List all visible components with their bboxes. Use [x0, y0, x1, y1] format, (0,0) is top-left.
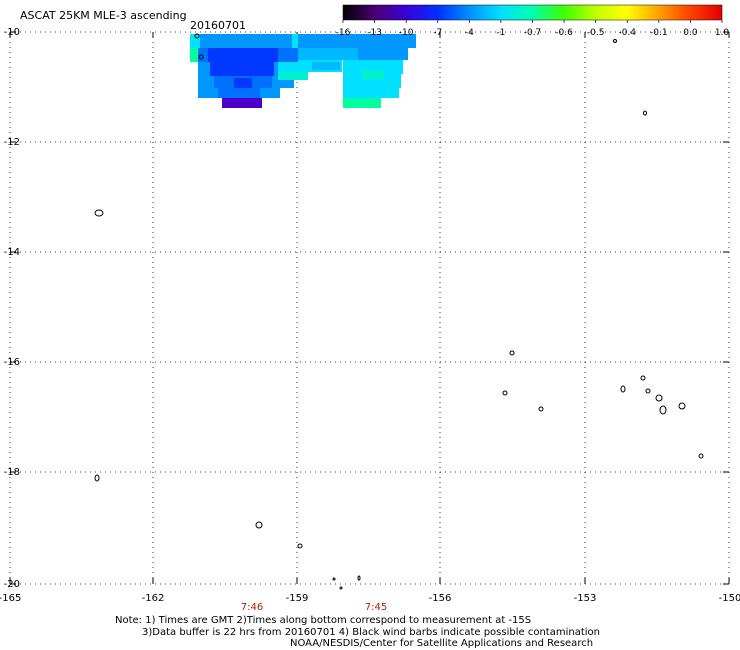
island-outline: [297, 543, 303, 549]
island-outline: [613, 39, 617, 43]
time-label: 7:46: [240, 602, 264, 613]
island-outline: [94, 474, 100, 482]
swath-cell: [234, 78, 252, 88]
product-title: ASCAT 25KM MLE-3 ascending: [20, 9, 187, 22]
island-outline: [255, 521, 263, 529]
swath-cell: [222, 98, 262, 108]
swath-cell: [208, 48, 278, 62]
islands: [94, 33, 704, 590]
colorbar-tick-label: -0.5: [586, 28, 605, 38]
map-grid: [9, 31, 730, 585]
colorbar-gradient: [342, 4, 723, 21]
island-outline: [509, 350, 515, 356]
island-outline: [698, 453, 704, 459]
colorbar-tick-label: -7: [433, 28, 443, 38]
island-outline: [502, 390, 508, 396]
swath-cell: [358, 48, 408, 60]
swath-cell: [218, 88, 260, 98]
note-line-1: Note: 1) Times are GMT 2)Times along bot…: [115, 615, 532, 626]
x-tick-label: -159: [285, 593, 309, 604]
swath-cell: [298, 48, 358, 60]
island-outline: [620, 385, 626, 393]
colorbar-tick-label: 1.0: [714, 28, 730, 38]
x-tick-label: -150: [718, 593, 740, 604]
colorbar-tick-label: -0.7: [523, 28, 542, 38]
colorbar-tick-label: -0.4: [618, 28, 637, 38]
colorbar-tick-label: -0.1: [650, 28, 668, 38]
island-outline: [655, 394, 663, 402]
swath-cell: [343, 98, 381, 108]
y-tick-label: -10: [3, 27, 20, 38]
island-outline: [678, 402, 686, 410]
colorbar-tick-label: 0.0: [683, 28, 698, 38]
swath-cell: [343, 74, 401, 88]
y-tick-label: -20: [3, 579, 20, 590]
island-outline: [659, 405, 667, 415]
swath-cell: [278, 72, 308, 80]
swath-cell: [200, 34, 292, 48]
note-line-2: 3)Data buffer is 22 hrs from 20160701 4)…: [142, 627, 600, 638]
colorbar-tick-label: -4: [464, 28, 474, 38]
island-outline: [194, 33, 200, 39]
colorbar-tick-label: -1: [496, 28, 506, 38]
y-tick-label: -12: [3, 137, 20, 148]
swath-cell: [362, 70, 384, 80]
island-outline: [643, 110, 647, 116]
island-outline: [339, 586, 343, 590]
y-tick-label: -16: [3, 357, 20, 368]
x-tick-label: -156: [428, 593, 452, 604]
colorbar-tick-label: -13: [367, 28, 382, 38]
credit-line: NOAA/NESDIS/Center for Satellite Applica…: [290, 638, 594, 649]
island-outline: [640, 375, 646, 381]
island-outline: [538, 406, 544, 412]
x-tick-label: -153: [573, 593, 597, 604]
x-tick-label: -165: [0, 593, 22, 604]
swath-cell: [298, 34, 416, 48]
x-tick-label: -162: [141, 593, 165, 604]
island-outline: [645, 388, 651, 394]
swath-cell: [343, 88, 399, 98]
wind-swath: [190, 34, 416, 108]
island-outline: [94, 209, 104, 217]
product-date: 20160701: [190, 19, 246, 32]
colorbar-tick-label: -0.6: [555, 28, 573, 38]
time-label: 7:45: [364, 602, 388, 613]
island-outline: [357, 575, 361, 581]
colorbar-tick-label: -10: [398, 28, 414, 38]
colorbar: [342, 4, 723, 23]
y-tick-label: -14: [3, 247, 20, 258]
swath-cell: [343, 60, 403, 74]
swath-cell: [312, 62, 340, 70]
y-tick-label: -18: [3, 467, 20, 478]
colorbar-tick-label: -16: [335, 28, 351, 38]
island-outline: [332, 577, 336, 581]
swath-cell: [210, 62, 274, 76]
island-outline: [198, 54, 204, 60]
